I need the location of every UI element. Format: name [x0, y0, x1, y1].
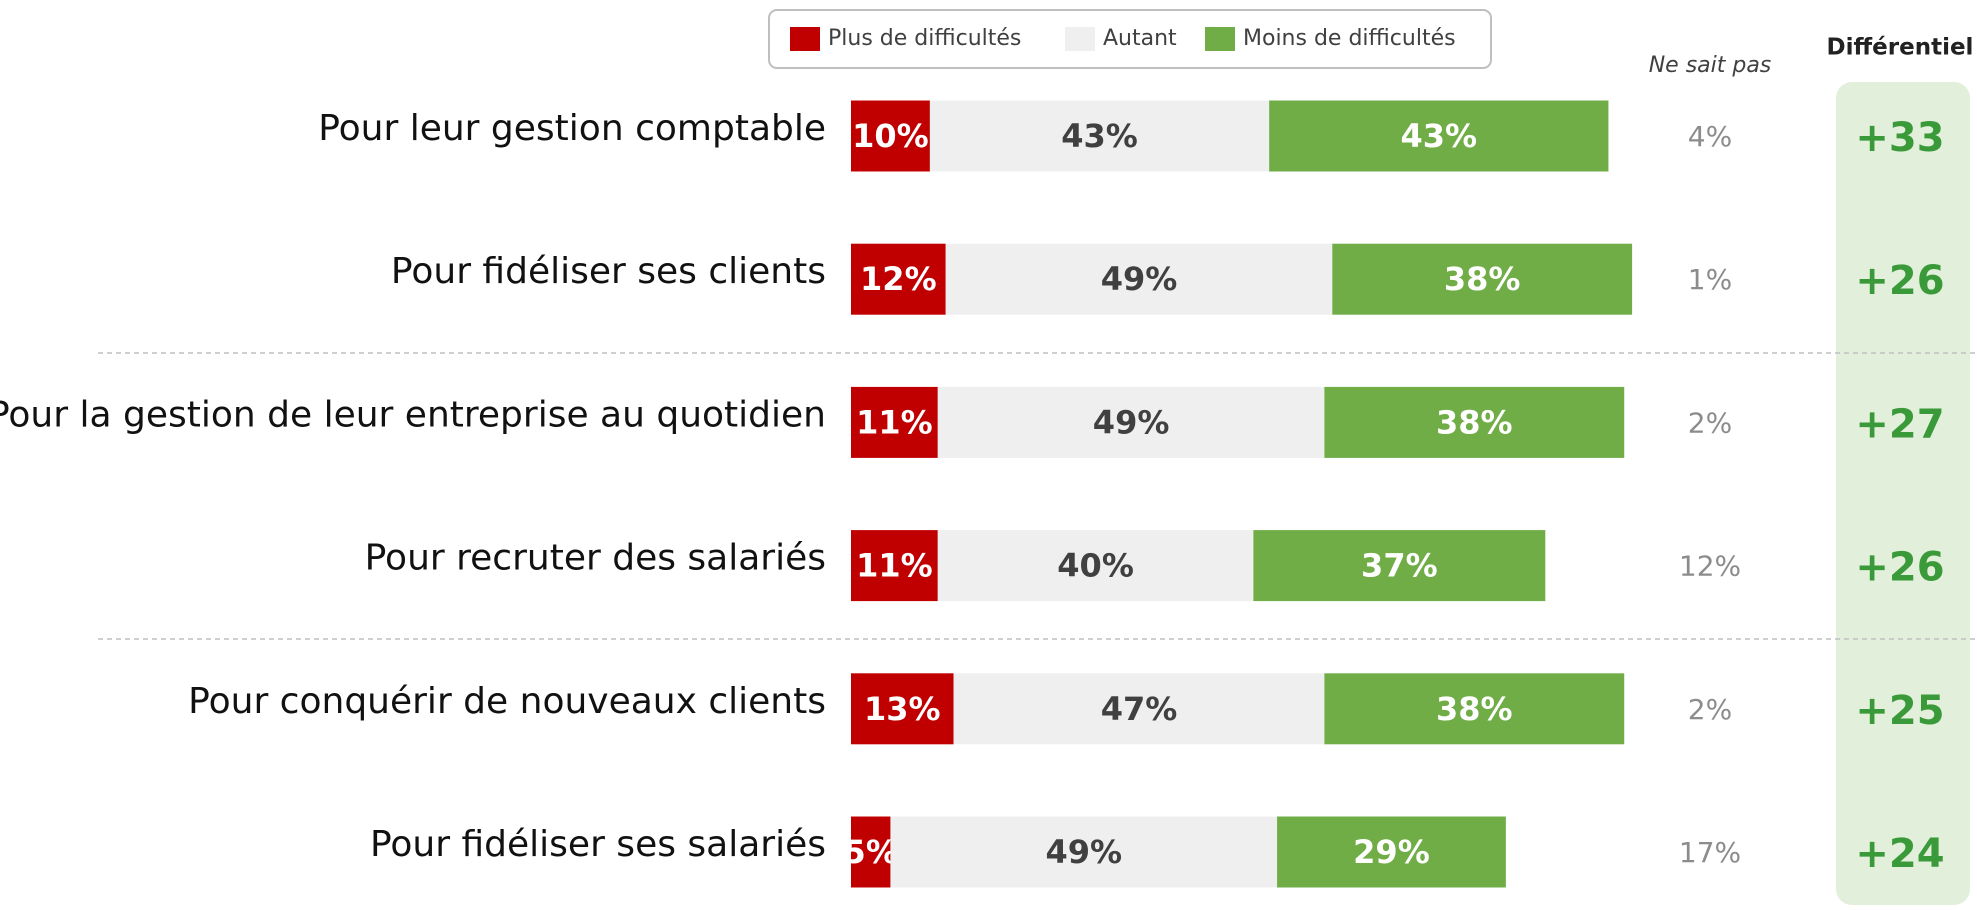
dont-know-label: 2% — [1688, 693, 1732, 726]
value-label: 38% — [1436, 403, 1513, 441]
bar-segment — [937, 386, 1325, 458]
value-label: 12% — [860, 260, 937, 298]
bar-segment — [851, 243, 946, 315]
value-label: 13% — [864, 690, 941, 728]
bar-segment — [890, 816, 1278, 888]
differential-label: +26 — [1855, 545, 1944, 591]
category-label: Pour conquérir de nouveaux clients — [188, 681, 826, 722]
dont-know-label: 12% — [1679, 550, 1741, 583]
dont-know-label: 1% — [1688, 263, 1732, 296]
bar-segment — [929, 100, 1270, 172]
category-label: Pour recruter des salariés — [365, 538, 826, 579]
differential-title: Différentiel — [1827, 35, 1974, 61]
bar-segment — [953, 673, 1325, 745]
bar-segment — [945, 243, 1333, 315]
bar-segment — [1269, 100, 1609, 172]
bar-segment — [1277, 816, 1506, 888]
dont-know-label: 4% — [1688, 120, 1732, 153]
legend-label: Moins de difficultés — [1243, 26, 1456, 51]
legend-label: Autant — [1103, 26, 1177, 51]
bar-segment — [937, 530, 1254, 602]
differential-label: +27 — [1855, 401, 1944, 447]
value-label: 38% — [1444, 260, 1521, 298]
legend-swatch — [1065, 27, 1095, 51]
legend-swatch — [1205, 27, 1235, 51]
value-label: 11% — [856, 547, 933, 585]
category-label: Pour la gestion de leur entreprise au qu… — [0, 394, 826, 435]
legend-label: Plus de difficultés — [828, 26, 1021, 51]
dont-know-title: Ne sait pas — [1649, 53, 1772, 78]
differential-panel — [1836, 82, 1970, 905]
bar-segment — [1324, 673, 1625, 745]
bar-segment — [851, 100, 930, 172]
value-label: 43% — [1061, 117, 1138, 155]
value-label: 38% — [1436, 690, 1513, 728]
value-label: 47% — [1101, 690, 1178, 728]
bar-segment — [1324, 386, 1625, 458]
differential-label: +25 — [1855, 688, 1944, 734]
category-label: Pour fidéliser ses clients — [391, 251, 826, 292]
bar-segment — [851, 816, 891, 888]
bar-segment — [1332, 243, 1633, 315]
legend-box — [768, 9, 1492, 69]
value-label: 29% — [1353, 833, 1430, 871]
bar-segment — [851, 673, 954, 745]
category-label: Pour fidéliser ses salariés — [370, 824, 826, 865]
bar-segment — [851, 386, 938, 458]
value-label: 49% — [1101, 260, 1178, 298]
value-label: 49% — [1045, 833, 1122, 871]
bar-segment — [851, 530, 938, 602]
dont-know-label: 2% — [1688, 406, 1732, 439]
dont-know-label: 17% — [1679, 836, 1741, 869]
value-label: 37% — [1361, 547, 1438, 585]
differential-label: +33 — [1855, 115, 1944, 161]
value-label: 40% — [1057, 547, 1134, 585]
value-label: 10% — [852, 117, 929, 155]
legend-swatch — [790, 27, 820, 51]
differential-label: +26 — [1855, 258, 1944, 304]
bar-segment — [1253, 530, 1546, 602]
value-label: 5% — [844, 833, 898, 871]
differential-label: +24 — [1855, 831, 1944, 877]
value-label: 49% — [1093, 403, 1170, 441]
category-label: Pour leur gestion comptable — [318, 108, 826, 149]
value-label: 11% — [856, 403, 933, 441]
value-label: 43% — [1401, 117, 1478, 155]
